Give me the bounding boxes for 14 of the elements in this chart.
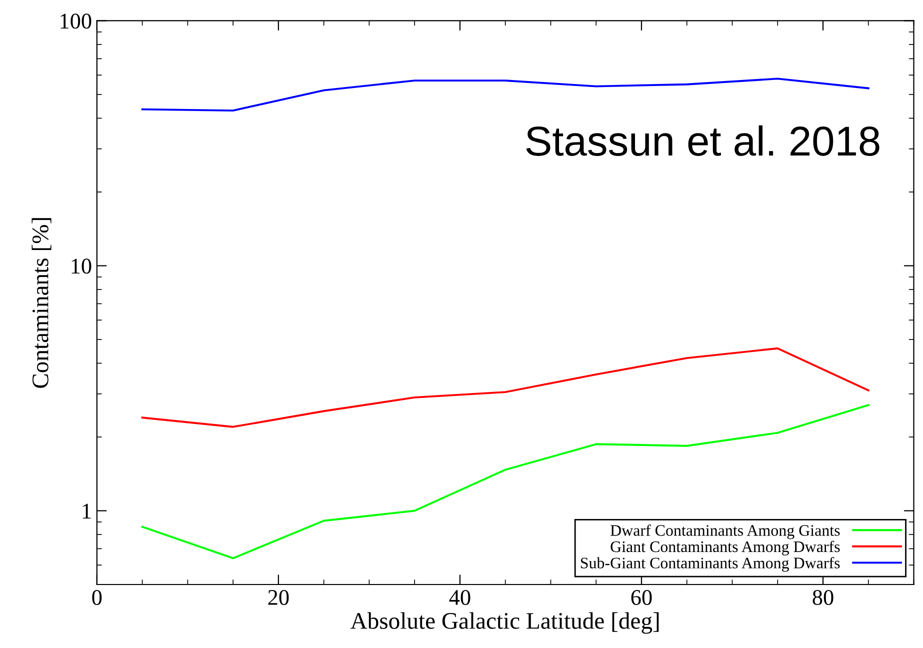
- y-tick-label: 100: [60, 14, 92, 29]
- x-axis-title: Absolute Galactic Latitude [deg]: [350, 612, 659, 634]
- x-tick-label: 80: [812, 590, 834, 605]
- x-tick-label: 40: [449, 590, 470, 605]
- x-tick-label: 0: [92, 590, 102, 605]
- x-tick-label: 60: [631, 590, 652, 605]
- y-axis-title: Contaminants [%]: [32, 218, 52, 388]
- annotation: Stassun et al. 2018: [526, 125, 880, 156]
- legend-label: Giant Contaminants Among Dwarfs: [610, 540, 840, 556]
- y-tick-label: 10: [72, 258, 92, 274]
- legend-label: Sub-Giant Contaminants Among Dwarfs: [580, 557, 840, 572]
- y-tick-label: 1: [82, 504, 91, 518]
- x-tick-label: 20: [268, 590, 289, 605]
- legend-label: Dwarf Contaminants Among Giants: [610, 524, 840, 540]
